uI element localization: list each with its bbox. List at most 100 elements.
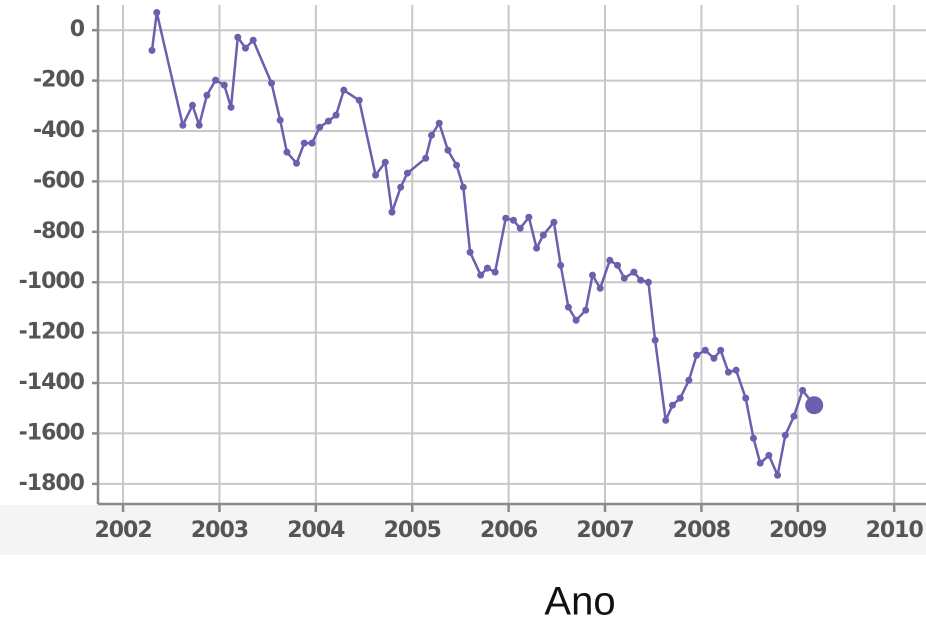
data-point [195, 121, 203, 129]
data-point [483, 264, 491, 272]
y-tick-label: -200 [33, 68, 85, 93]
data-point [644, 278, 652, 286]
x-tick-label: 2003 [191, 518, 248, 543]
x-axis-band [0, 505, 926, 555]
data-point [466, 248, 474, 256]
x-tick-label: 2005 [384, 518, 441, 543]
y-tick-label: -600 [33, 168, 85, 193]
y-tick-label: -1400 [19, 370, 85, 395]
data-point [381, 158, 389, 166]
x-tick-label: 2009 [769, 518, 826, 543]
data-point [662, 416, 670, 424]
data-point [606, 256, 614, 264]
data-point [148, 46, 156, 54]
data-point [435, 119, 443, 127]
data-point [596, 284, 604, 292]
y-tick-label: -1600 [19, 420, 85, 445]
x-tick-label: 2006 [480, 518, 538, 543]
data-point [332, 111, 340, 119]
data-point [293, 159, 301, 167]
data-point [774, 471, 782, 479]
data-point [300, 139, 308, 147]
data-point [179, 121, 187, 129]
x-tick-label: 2002 [94, 518, 151, 543]
data-point [564, 303, 572, 311]
data-point [516, 224, 524, 232]
data-point [212, 76, 220, 84]
y-tick-label: 0 [70, 17, 85, 42]
data-point [509, 216, 517, 224]
data-point [283, 148, 291, 156]
data-point [444, 146, 452, 154]
data-point [582, 306, 590, 314]
data-point [620, 274, 628, 282]
data-point [491, 268, 499, 276]
data-point [588, 271, 596, 279]
data-point [234, 33, 242, 41]
data-point [324, 117, 332, 125]
data-point [557, 261, 565, 269]
x-axis-label: Ano [544, 580, 615, 623]
data-point [614, 261, 622, 269]
data-point [539, 231, 547, 239]
data-point [268, 79, 276, 87]
data-point [668, 401, 676, 409]
data-point [316, 123, 324, 131]
data-point [710, 354, 718, 362]
plot-area [98, 5, 926, 504]
data-point [372, 171, 380, 179]
data-point [188, 101, 196, 109]
data-point [724, 368, 732, 376]
y-tick-label: -400 [33, 118, 85, 143]
x-tick-label: 2007 [576, 518, 633, 543]
data-point [388, 208, 396, 216]
data-point [422, 154, 430, 162]
data-point [276, 116, 284, 124]
y-tick-label: -1200 [19, 320, 85, 345]
data-point [749, 434, 757, 442]
y-tick-label: -1000 [19, 269, 85, 294]
data-point [355, 96, 363, 104]
y-tick-label: -1800 [19, 471, 85, 496]
data-point [805, 396, 824, 415]
data-point [477, 271, 485, 279]
data-point [572, 316, 580, 324]
data-point [340, 86, 348, 94]
data-point [637, 276, 645, 284]
data-point [308, 139, 316, 147]
data-point [693, 351, 701, 359]
x-tick-label: 2008 [673, 518, 730, 543]
data-point [676, 394, 684, 402]
data-point [403, 169, 411, 177]
data-point [502, 214, 510, 222]
data-point [428, 131, 436, 139]
data-point [765, 451, 773, 459]
x-tick-label: 2004 [287, 518, 345, 543]
data-point [732, 366, 740, 374]
data-point [203, 91, 211, 99]
data-point [397, 183, 405, 191]
data-point [651, 336, 659, 344]
data-point [533, 244, 541, 252]
data-point [685, 376, 693, 384]
data-point [525, 213, 533, 221]
data-point [630, 268, 638, 276]
data-point [550, 218, 558, 226]
data-point [742, 394, 750, 402]
data-point [717, 346, 725, 354]
data-point [790, 412, 798, 420]
data-point [701, 346, 709, 354]
data-point [781, 431, 789, 439]
data-point [153, 9, 161, 17]
data-point [799, 386, 807, 394]
x-tick-label: 2010 [866, 518, 924, 543]
data-point [453, 161, 461, 169]
data-point [241, 44, 249, 52]
data-point [227, 103, 235, 111]
data-point [220, 81, 228, 89]
data-point [459, 183, 467, 191]
data-point [249, 36, 257, 44]
data-point [756, 459, 764, 467]
y-tick-label: -800 [33, 219, 85, 244]
